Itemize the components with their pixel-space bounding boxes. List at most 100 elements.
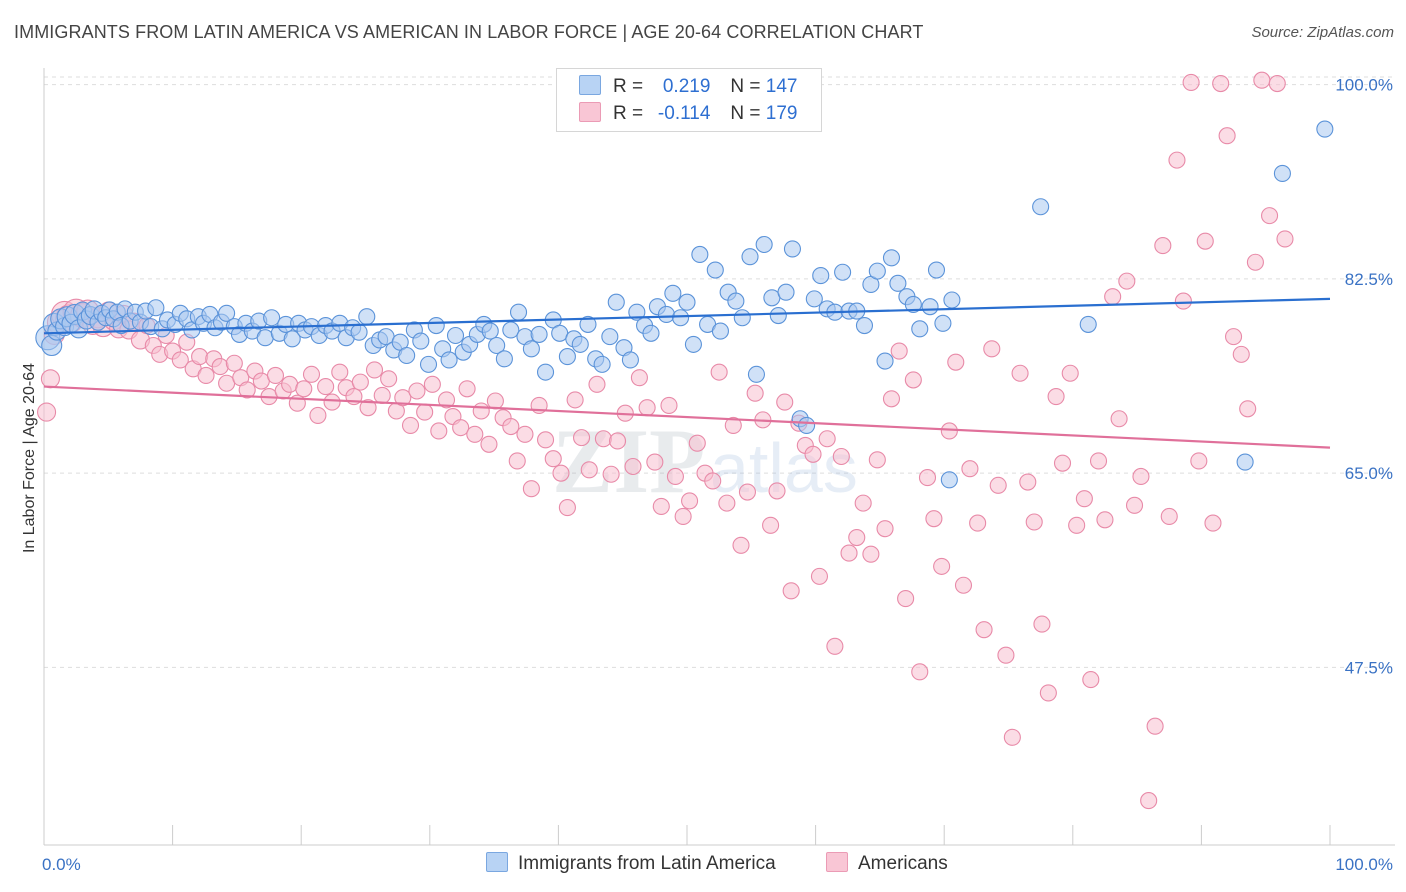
americans-point [1110,410,1128,428]
americans-point [588,375,606,393]
latin-america-point [412,332,430,350]
tick-labels: 100.0% 82.5% 65.0% 47.5% 0.0% 100.0% [42,76,1393,874]
americans-point [1125,496,1144,514]
americans-point [171,351,189,369]
americans-point [768,482,786,500]
legend-n-label: N = [730,103,761,124]
latin-america-point [1079,315,1097,333]
americans-point [897,590,915,608]
latin-america-point [777,283,795,301]
latin-america-point [427,316,445,335]
americans-point [876,520,894,538]
americans-point [925,510,943,528]
americans-point [40,369,60,389]
americans-point [660,396,678,414]
americans-point [688,434,706,452]
y-tick-label: 100.0% [1335,76,1393,95]
latin-america-point [684,335,702,353]
latin-america-point [927,261,946,279]
americans-point [1075,490,1093,508]
americans-point [408,382,426,400]
latin-america-point [834,263,852,281]
latin-america-point [628,303,646,321]
americans-point [638,399,656,417]
americans-point [1154,237,1172,255]
latin-america-point [678,293,696,311]
americans-point [1061,364,1079,382]
americans-point [466,425,484,443]
americans-point [1053,454,1072,472]
americans-point [933,557,951,575]
series-legend-latin-america[interactable]: Immigrants from Latin America [486,852,776,875]
americans-point [502,417,520,436]
trend-line-americans [43,385,1331,449]
americans-point [458,380,476,398]
americans-point [1190,452,1208,470]
americans-point [1204,514,1222,532]
latin-america-point [805,290,823,308]
americans-point [1132,467,1150,486]
latin-america-point [571,335,589,353]
latin-america-point [502,321,520,339]
legend-row-latin-america: R = 0.219 N = 147 [579,75,797,99]
americans-point [918,469,937,487]
americans-point [854,494,872,512]
americans-point [1068,516,1086,534]
americans-point [1168,151,1186,169]
series-legend-americans[interactable]: Americans [826,852,948,875]
latin-america-point [1236,453,1254,471]
x-tick-label: 100.0% [1335,855,1393,874]
americans-point [666,467,684,486]
latin-america-point [855,316,874,335]
legend-n-value: 147 [765,76,798,97]
latin-america-point [1316,120,1334,138]
latin-america-point [943,291,961,309]
americans-point [862,545,880,563]
latin-america-point [593,355,611,373]
latin-america-point [1032,198,1050,216]
americans-point [373,386,391,405]
latin-america-point [558,348,576,366]
latin-america-point [889,274,907,292]
americans-point [782,582,800,600]
americans-point [302,365,321,383]
americans-point [1261,207,1279,225]
americans-point [710,363,728,381]
y-tick-label: 65.0% [1345,464,1393,483]
americans-point [486,392,504,410]
americans-point [989,476,1007,494]
americans-point [1253,71,1271,89]
latin-america-point [1273,164,1291,182]
latin-america-point [868,262,886,280]
americans-point [572,429,591,447]
x-tick-label: 0.0% [42,855,81,874]
legend-r-value: 0.219 [662,76,711,97]
legend-n-label: N = [730,76,761,97]
americans-point [940,422,958,440]
latin-america-point [940,471,958,489]
americans-point [480,435,498,453]
americans-point [1239,400,1257,418]
americans-point [1268,74,1286,93]
americans-point [1225,328,1243,346]
americans-point [416,403,434,421]
latin-america-point [769,306,787,325]
americans-point [1196,232,1214,250]
americans-point [624,457,642,476]
source-note: Source: ZipAtlas.com [1251,24,1394,41]
americans-point [969,514,987,532]
americans-point [1118,272,1136,290]
americans-point [1003,728,1021,746]
americans-point [472,402,490,420]
americans-point [1182,73,1200,91]
trend-line-latin-america [43,297,1331,335]
americans-point [724,416,742,434]
latin-america-point [398,346,416,365]
americans-point [423,375,441,393]
americans-point [681,492,699,510]
legend-n-value: 179 [765,103,798,124]
latin-america-point [904,295,922,313]
latin-america-point [747,365,765,383]
americans-point [1246,253,1264,271]
